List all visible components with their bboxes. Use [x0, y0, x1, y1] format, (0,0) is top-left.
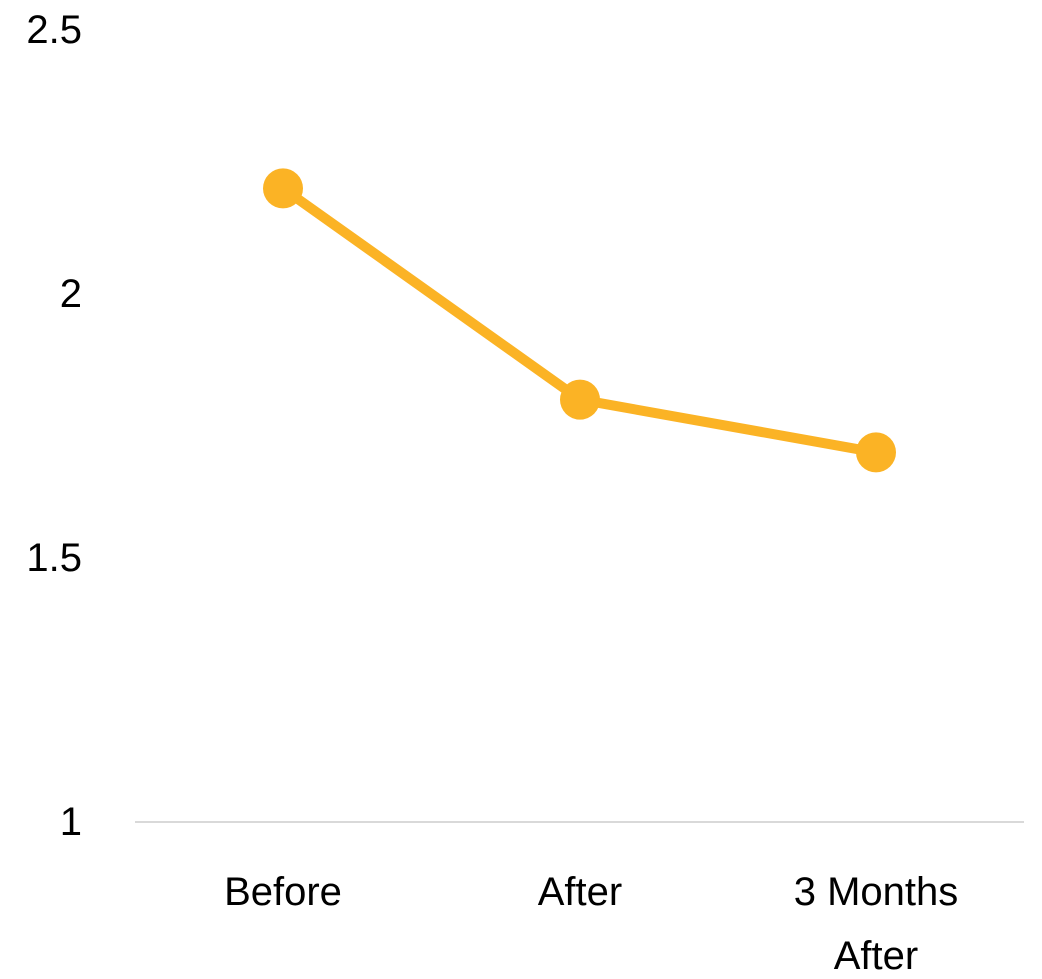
y-tick-label: 1	[60, 800, 82, 844]
x-axis-tick-labels: Before After 3 Months After	[224, 870, 958, 978]
y-tick-label: 1.5	[26, 536, 82, 580]
data-point-marker	[560, 380, 600, 420]
series-layer	[263, 168, 896, 472]
y-tick-label: 2	[60, 272, 82, 316]
x-tick-label: After	[538, 870, 622, 914]
y-tick-label: 2.5	[26, 8, 82, 52]
data-point-marker	[263, 168, 303, 208]
x-tick-label: Before	[224, 870, 342, 914]
x-tick-label: 3 Months After	[794, 870, 959, 978]
y-axis-tick-labels: 1 1.5 2 2.5	[26, 8, 82, 844]
data-point-marker	[856, 432, 896, 472]
